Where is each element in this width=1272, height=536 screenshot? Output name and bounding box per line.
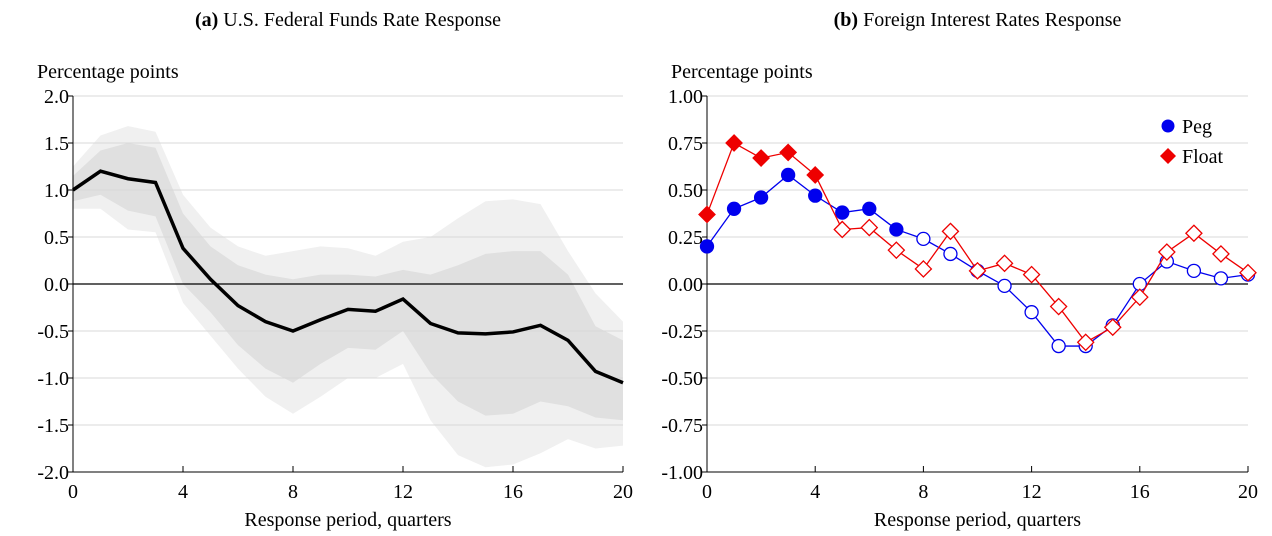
marker — [1239, 263, 1257, 282]
marker — [943, 246, 958, 262]
legend-label: Peg — [1182, 116, 1212, 138]
y-tick-label: -2.0 — [37, 462, 69, 484]
marker — [914, 260, 933, 278]
marker — [833, 220, 852, 239]
marker — [916, 231, 931, 247]
x-tick-label: 0 — [702, 481, 712, 503]
y-tick-label: -1.0 — [37, 368, 69, 390]
marker — [1049, 297, 1068, 316]
marker — [808, 188, 823, 203]
y-tick-label: 1.0 — [44, 180, 69, 202]
y-axis-label: Percentage points — [671, 61, 813, 83]
x-tick-label: 16 — [1130, 481, 1150, 503]
title-text: U.S. Federal Funds Rate Response — [223, 9, 501, 31]
marker — [862, 201, 877, 216]
y-tick-label: 0.75 — [668, 133, 703, 155]
y-tick-label: 0.25 — [668, 227, 703, 249]
panel-label: (a) — [195, 9, 218, 31]
x-tick-label: 20 — [613, 481, 633, 503]
x-tick-label: 12 — [1022, 481, 1042, 503]
y-tick-label: 0.5 — [44, 227, 69, 249]
marker — [1186, 263, 1202, 278]
y-tick-label: -0.5 — [37, 321, 69, 343]
y-tick-label: -1.00 — [661, 462, 703, 484]
title-text: Foreign Interest Rates Response — [863, 9, 1121, 31]
marker — [1051, 338, 1066, 354]
marker — [860, 218, 879, 237]
marker — [726, 201, 742, 216]
marker — [752, 149, 771, 167]
panel-label: (b) — [834, 9, 858, 31]
y-tick-label: -1.5 — [37, 415, 69, 437]
marker — [1076, 333, 1095, 352]
marker — [995, 254, 1014, 273]
x-tick-label: 4 — [810, 481, 820, 503]
marker — [753, 190, 769, 205]
y-tick-label: -0.75 — [661, 415, 703, 437]
y-tick-label: 1.00 — [668, 86, 703, 108]
marker — [1157, 243, 1176, 261]
marker — [1213, 271, 1229, 286]
x-axis-label: Response period, quarters — [244, 509, 451, 531]
y-tick-label: 2.0 — [44, 86, 69, 108]
x-tick-label: 0 — [68, 481, 78, 503]
legend-label: Float — [1182, 146, 1224, 168]
confidence-band — [73, 143, 623, 421]
series-line — [72, 169, 624, 385]
marker — [1022, 265, 1041, 284]
y-tick-label: 0.00 — [668, 274, 703, 296]
chart-title: (a) U.S. Federal Funds Rate Response — [195, 9, 501, 31]
x-tick-label: 20 — [1238, 481, 1258, 503]
marker — [887, 241, 906, 260]
marker — [941, 222, 960, 241]
marker — [1103, 318, 1122, 337]
x-tick-label: 8 — [288, 481, 298, 503]
x-axis-label: Response period, quarters — [874, 509, 1081, 531]
y-tick-label: 0.50 — [668, 180, 703, 202]
marker — [779, 143, 798, 162]
x-tick-label: 12 — [393, 481, 413, 503]
marker — [781, 167, 796, 183]
x-tick-label: 8 — [918, 481, 928, 503]
marker — [835, 205, 850, 220]
y-axis-label: Percentage points — [37, 61, 179, 83]
y-tick-label: 1.5 — [44, 133, 69, 155]
chart-title: (b) Foreign Interest Rates Response — [834, 9, 1122, 31]
marker — [889, 222, 904, 237]
marker — [1212, 245, 1230, 263]
marker — [1184, 224, 1203, 243]
marker — [698, 205, 716, 224]
y-tick-label: -0.50 — [661, 368, 703, 390]
y-tick-label: -0.25 — [661, 321, 703, 343]
x-tick-label: 16 — [503, 481, 523, 503]
legend-marker — [1161, 119, 1175, 133]
x-tick-label: 4 — [178, 481, 188, 503]
legend-marker — [1160, 148, 1176, 164]
marker — [968, 261, 987, 280]
marker — [699, 239, 715, 254]
marker — [997, 278, 1012, 294]
marker — [1130, 288, 1149, 307]
marker — [725, 134, 743, 152]
y-tick-label: 0.0 — [44, 274, 69, 296]
marker — [806, 166, 825, 184]
marker — [1024, 305, 1039, 320]
